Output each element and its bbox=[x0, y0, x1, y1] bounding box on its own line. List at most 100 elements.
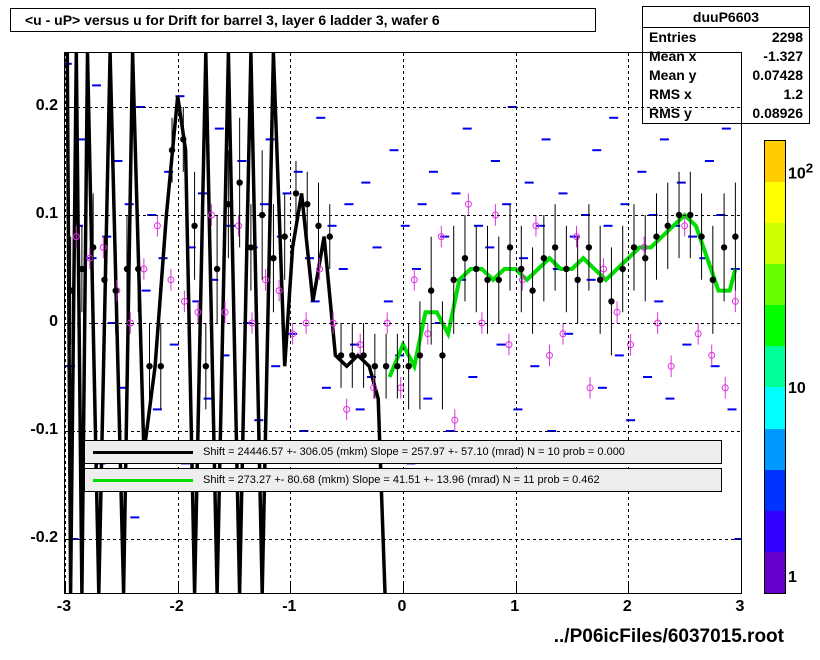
point-magenta bbox=[695, 323, 701, 345]
ytick-label: 0.2 bbox=[4, 97, 58, 115]
footer-path: ../P06icFiles/6037015.root bbox=[554, 626, 784, 648]
ytick-label: 0 bbox=[4, 313, 58, 331]
point-magenta bbox=[709, 345, 715, 367]
point-black bbox=[631, 204, 637, 290]
blue-dash bbox=[237, 160, 246, 162]
xtick bbox=[403, 583, 404, 593]
blue-dash bbox=[615, 354, 624, 356]
point-black bbox=[462, 215, 468, 301]
colorbar-segment bbox=[765, 387, 785, 428]
blue-dash bbox=[356, 408, 365, 410]
blue-dash bbox=[666, 398, 675, 400]
point-black bbox=[394, 334, 400, 399]
blue-dash bbox=[316, 117, 325, 119]
point-black bbox=[563, 226, 569, 312]
xtick-label: 0 bbox=[398, 598, 407, 616]
figure: <u - uP> versus u for Drift for barrel 3… bbox=[0, 0, 820, 660]
point-black bbox=[541, 215, 547, 301]
point-black bbox=[552, 204, 558, 290]
blue-dash bbox=[113, 160, 122, 162]
point-black bbox=[665, 183, 671, 269]
gridline-h bbox=[65, 323, 741, 324]
blue-dash bbox=[294, 171, 303, 173]
point-black bbox=[698, 193, 704, 279]
point-black bbox=[721, 193, 727, 301]
ytick-label: -0.2 bbox=[4, 529, 58, 547]
blue-dash bbox=[418, 203, 427, 205]
point-magenta bbox=[344, 399, 350, 421]
colorbar-tick-label: 10 bbox=[788, 380, 806, 398]
blue-dash bbox=[722, 128, 731, 130]
blue-dash bbox=[328, 225, 337, 227]
legend-row-0: Shift = 24446.57 +- 306.05 (mkm) Slope =… bbox=[84, 440, 722, 464]
blue-dash bbox=[451, 192, 460, 194]
blue-dash bbox=[598, 387, 607, 389]
point-black bbox=[496, 237, 502, 323]
point-magenta bbox=[587, 377, 593, 399]
blue-dash bbox=[660, 138, 669, 140]
blue-dash bbox=[204, 398, 213, 400]
blue-dash bbox=[344, 203, 353, 205]
gridline-h bbox=[65, 107, 741, 108]
blue-dash bbox=[604, 225, 613, 227]
blue-dash bbox=[654, 300, 663, 302]
point-black bbox=[710, 226, 716, 334]
blue-dash bbox=[468, 376, 477, 378]
xtick bbox=[516, 583, 517, 593]
ytick-label: 0.1 bbox=[4, 205, 58, 223]
point-magenta bbox=[141, 258, 147, 280]
blue-dash bbox=[384, 300, 393, 302]
plot-title: <u - uP> versus u for Drift for barrel 3… bbox=[10, 8, 596, 32]
blue-dash bbox=[215, 128, 224, 130]
point-magenta bbox=[506, 334, 512, 356]
point-magenta bbox=[546, 345, 552, 367]
blue-dash bbox=[519, 257, 528, 259]
gridline-v bbox=[741, 53, 742, 593]
blue-dash bbox=[491, 160, 500, 162]
point-magenta bbox=[181, 291, 187, 313]
point-black bbox=[597, 226, 603, 334]
point-magenta bbox=[732, 291, 738, 313]
legend-row-1: Shift = 273.27 +- 80.68 (mkm) Slope = 41… bbox=[84, 468, 722, 492]
point-magenta bbox=[452, 409, 458, 431]
point-black bbox=[417, 301, 423, 409]
ytick bbox=[65, 539, 75, 540]
xtick-label: -3 bbox=[57, 598, 71, 616]
legend-swatch-0 bbox=[93, 451, 193, 454]
legend-text-1: Shift = 273.27 +- 80.68 (mkm) Slope = 41… bbox=[203, 474, 600, 486]
blue-dash bbox=[587, 279, 596, 281]
point-magenta bbox=[668, 355, 674, 377]
blue-dash bbox=[130, 516, 139, 518]
ytick-label: -0.1 bbox=[4, 421, 58, 439]
point-black bbox=[203, 323, 209, 409]
blue-dash bbox=[142, 290, 151, 292]
colorbar-segment bbox=[765, 429, 785, 470]
blue-dash bbox=[497, 344, 506, 346]
point-magenta bbox=[154, 215, 160, 237]
blue-dash bbox=[361, 182, 370, 184]
xtick bbox=[65, 583, 66, 593]
xtick-label: 2 bbox=[623, 598, 632, 616]
stats-name: duuP6603 bbox=[643, 7, 809, 28]
point-black bbox=[428, 237, 434, 345]
blue-dash bbox=[727, 408, 736, 410]
stats-row: Entries2298 bbox=[643, 28, 809, 47]
blue-dash bbox=[558, 192, 567, 194]
colorbar-segment bbox=[765, 305, 785, 346]
blue-dash bbox=[682, 344, 691, 346]
plot-area bbox=[64, 52, 742, 594]
colorbar-segment bbox=[765, 511, 785, 552]
point-black bbox=[484, 226, 490, 334]
colorbar-segment bbox=[765, 346, 785, 387]
point-black bbox=[383, 334, 389, 399]
point-black bbox=[642, 215, 648, 301]
colorbar-segment bbox=[765, 264, 785, 305]
blue-dash bbox=[271, 365, 280, 367]
ytick bbox=[65, 431, 75, 432]
blue-dash bbox=[525, 182, 534, 184]
colorbar-segment bbox=[765, 141, 785, 182]
point-magenta bbox=[722, 377, 728, 399]
xtick bbox=[290, 583, 291, 593]
point-black bbox=[586, 204, 592, 290]
xtick bbox=[628, 583, 629, 593]
